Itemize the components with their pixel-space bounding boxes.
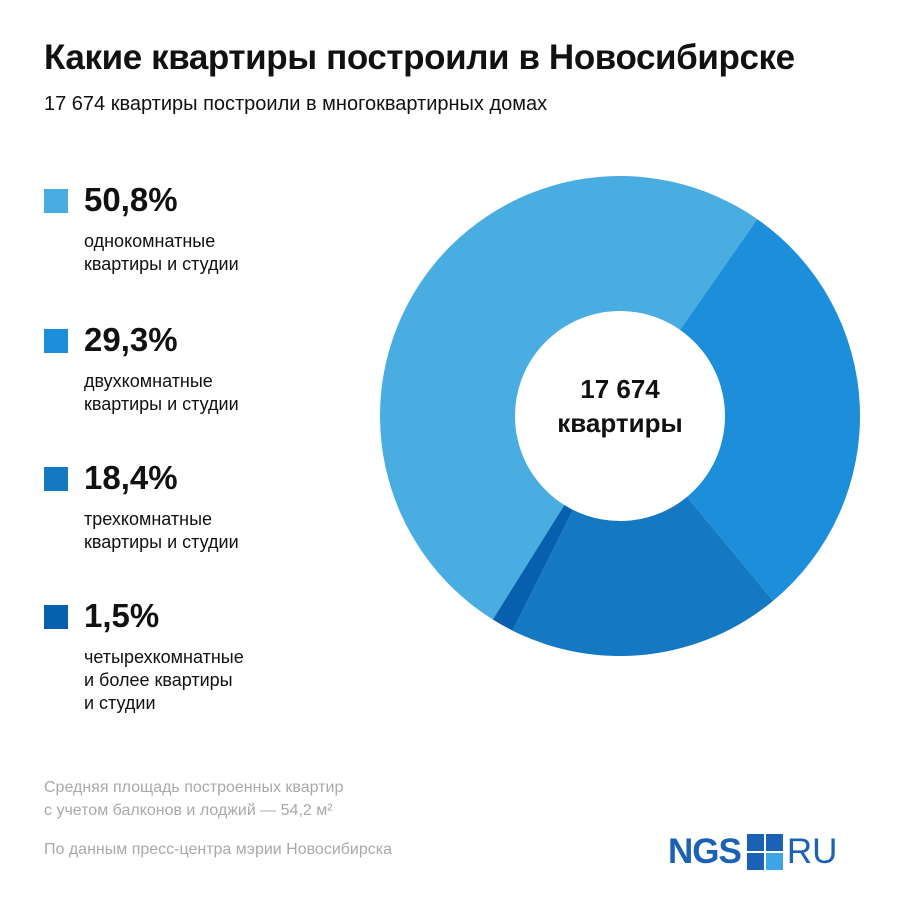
logo-square [765,834,783,851]
logo-square [765,853,783,870]
logo-square [746,834,764,851]
logo-text-right: RU [786,832,838,871]
footnote: Средняя площадь построенных квартир с уч… [44,779,344,819]
donut-chart: 17 674 квартиры [380,176,860,656]
donut-slice [380,176,758,620]
logo-square [746,853,764,870]
legend-value: 18,4% [84,459,178,496]
chart-subtitle: 17 674 квартиры построили в многоквартир… [44,93,548,115]
legend-value: 29,3% [84,321,178,358]
legend-label: трехкомнатные квартиры и студии [84,509,239,552]
donut-slice [680,219,860,601]
center-label: квартиры [557,408,682,438]
legend-swatch [44,467,68,491]
legend-label: однокомнатные квартиры и студии [84,231,239,274]
legend-swatch [44,329,68,353]
legend-swatch [44,605,68,629]
donut-slice [492,505,573,631]
donut-slice [512,496,774,656]
chart-title: Какие квартиры построили в Новосибирске [44,38,795,77]
source-note: По данным пресс-центра мэрии Новосибирск… [44,841,393,858]
logo-squares-icon [746,834,783,870]
logo-text-left: NGS [668,832,742,871]
legend-value: 50,8% [84,181,178,218]
legend-label: четырехкомнатные и более квартиры и студ… [84,647,244,713]
ngs-ru-logo[interactable]: NGS RU [668,832,868,872]
legend-label: двухкомнатные квартиры и студии [84,371,239,414]
center-value: 17 674 [580,374,660,404]
legend-swatch [44,189,68,213]
legend-value: 1,5% [84,597,160,634]
